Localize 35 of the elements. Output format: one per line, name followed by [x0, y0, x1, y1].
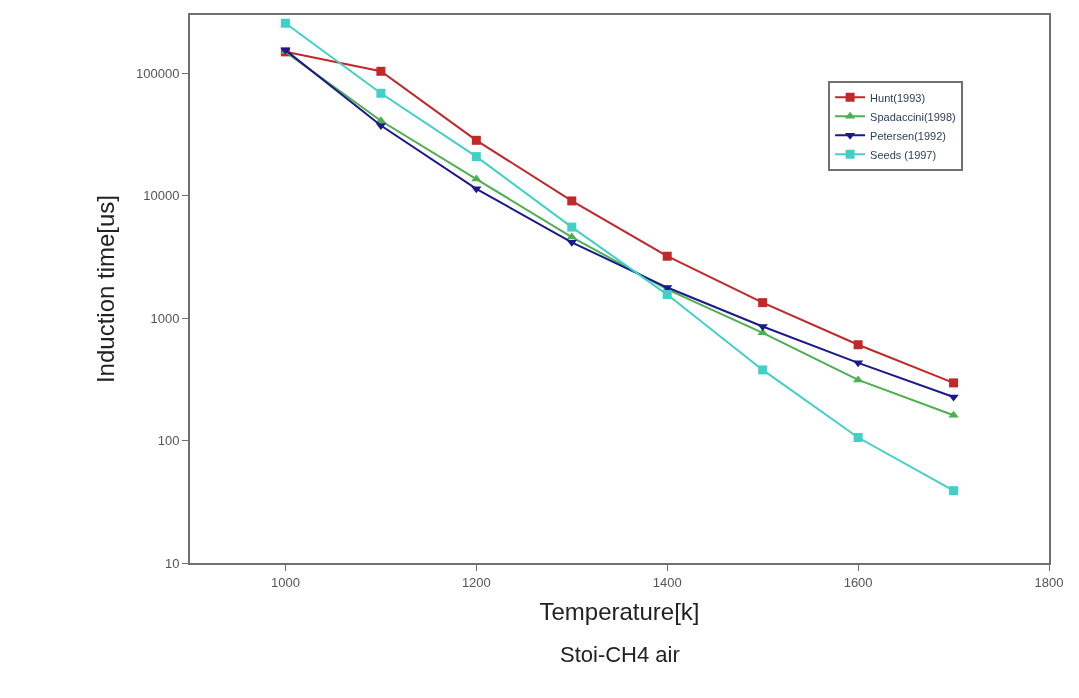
point [949, 486, 959, 496]
legend-label: Spadaccini(1998) [870, 110, 956, 123]
y-tick-label: 10 [164, 555, 180, 571]
point [376, 88, 386, 98]
y-tick-label: 100 [157, 433, 180, 449]
point [471, 152, 481, 162]
text: Stoi-CH4 air [560, 642, 680, 667]
point [567, 196, 577, 206]
y-tick-label: 1000 [150, 310, 180, 326]
legend-label: Hunt(1993) [870, 91, 926, 104]
point [280, 18, 290, 28]
point [758, 298, 768, 308]
y-axis-title: Induction time[us] [91, 194, 119, 384]
legend-label: Seeds (1997) [870, 148, 937, 161]
point [853, 433, 863, 442]
x-axis-title: Temperature[k] [539, 598, 700, 626]
point [853, 340, 863, 350]
point [376, 66, 386, 76]
point [758, 365, 768, 375]
point [662, 290, 672, 300]
point [757, 324, 768, 332]
x-tick-label: 1200 [461, 574, 491, 590]
x-tick-label: 1000 [270, 574, 300, 590]
legend-label: Petersen(1992) [870, 129, 946, 142]
point [567, 222, 577, 232]
y-tick-label: 10000 [143, 188, 180, 204]
point [662, 251, 672, 261]
y-tick-label: 100000 [136, 65, 180, 81]
point [471, 135, 481, 145]
point [948, 410, 959, 418]
x-tick-label: 1600 [843, 574, 873, 590]
point [948, 394, 959, 402]
x-tick-label: 1800 [1034, 574, 1064, 590]
point [949, 378, 959, 388]
x-tick-label: 1400 [652, 574, 682, 590]
